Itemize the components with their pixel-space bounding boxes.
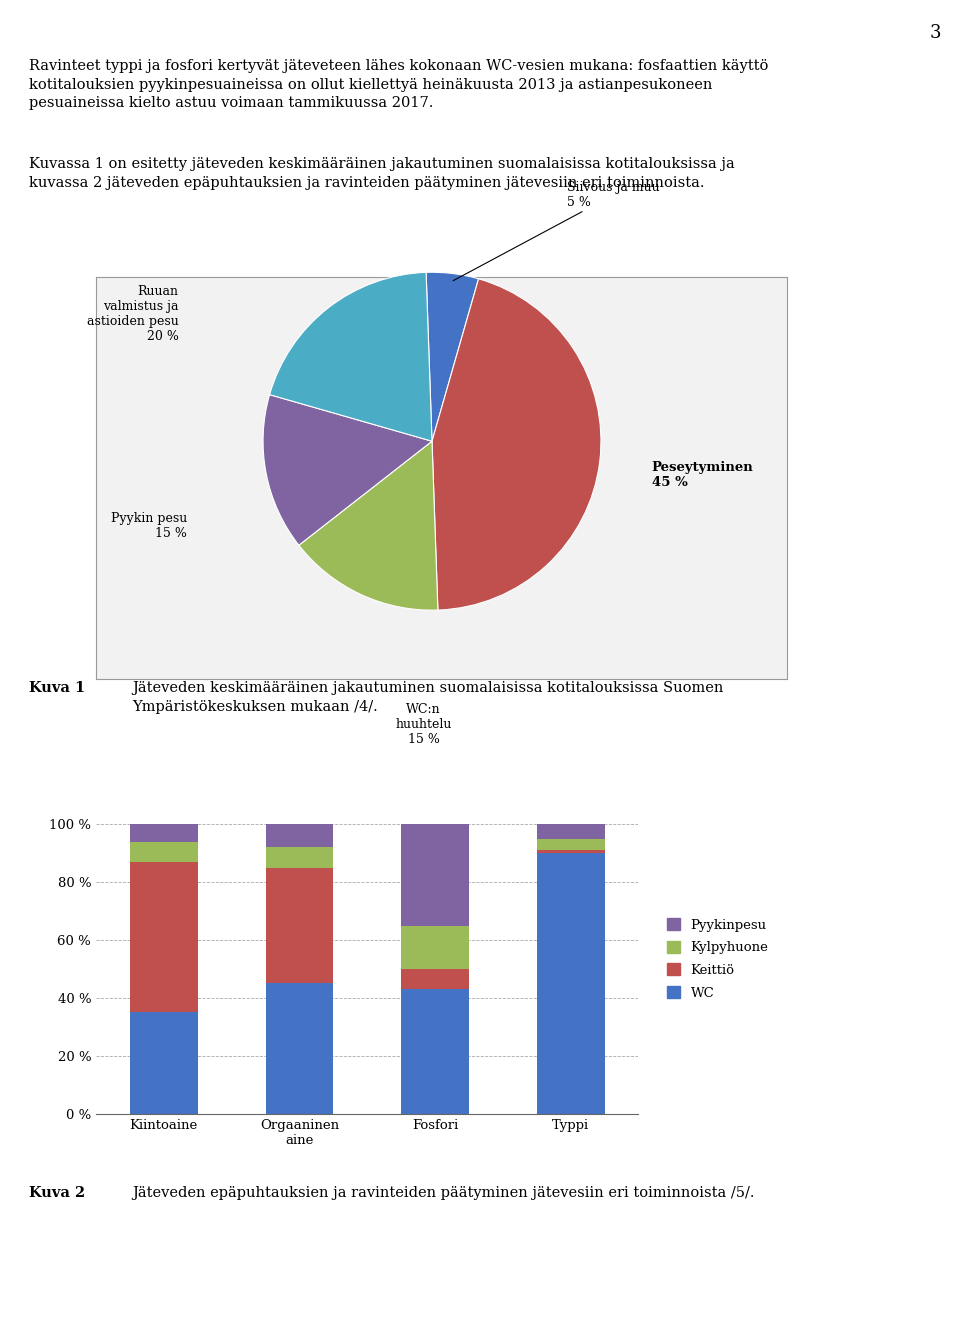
Text: Pyykin pesu
15 %: Pyykin pesu 15 % bbox=[110, 511, 187, 539]
Text: Jäteveden epäpuhtauksien ja ravinteiden päätyminen jätevesiin eri toiminnoista /: Jäteveden epäpuhtauksien ja ravinteiden … bbox=[132, 1186, 756, 1201]
Wedge shape bbox=[432, 279, 601, 610]
Wedge shape bbox=[426, 273, 479, 442]
Text: 3: 3 bbox=[929, 24, 941, 42]
Text: WC:n
huuhtelu
15 %: WC:n huuhtelu 15 % bbox=[396, 702, 452, 746]
Bar bbox=[401, 990, 468, 1114]
Bar bbox=[401, 969, 468, 990]
Bar bbox=[401, 925, 468, 969]
Wedge shape bbox=[263, 394, 432, 546]
Bar bbox=[130, 824, 198, 842]
Text: Ruuan
valmistus ja
astioiden pesu
20 %: Ruuan valmistus ja astioiden pesu 20 % bbox=[86, 286, 179, 344]
Text: Siivous ja muu
5 %: Siivous ja muu 5 % bbox=[453, 181, 660, 281]
Text: Peseytyminen
45 %: Peseytyminen 45 % bbox=[652, 461, 754, 489]
Bar bbox=[537, 838, 605, 850]
Text: Kuva 1: Kuva 1 bbox=[29, 681, 85, 696]
Bar bbox=[130, 1012, 198, 1114]
Bar bbox=[266, 983, 333, 1114]
Bar bbox=[537, 853, 605, 1114]
Wedge shape bbox=[270, 273, 432, 442]
Bar bbox=[537, 824, 605, 838]
Bar bbox=[401, 824, 468, 925]
Bar bbox=[537, 850, 605, 853]
Bar bbox=[130, 862, 198, 1012]
Text: Ravinteet typpi ja fosfori kertyvät jäteveteen lähes kokonaan WC-vesien mukana: : Ravinteet typpi ja fosfori kertyvät jäte… bbox=[29, 59, 768, 111]
Bar bbox=[266, 867, 333, 983]
Text: Kuva 2: Kuva 2 bbox=[29, 1186, 85, 1201]
Wedge shape bbox=[299, 442, 438, 610]
Bar bbox=[266, 824, 333, 847]
Text: Kuvassa 1 on esitetty jäteveden keskimääräinen jakautuminen suomalaisissa kotita: Kuvassa 1 on esitetty jäteveden keskimää… bbox=[29, 157, 734, 190]
Legend: Pyykinpesu, Kylpyhuone, Keittiö, WC: Pyykinpesu, Kylpyhuone, Keittiö, WC bbox=[666, 919, 768, 999]
Text: Jäteveden keskimääräinen jakautuminen suomalaisissa kotitalouksissa Suomen
Ympär: Jäteveden keskimääräinen jakautuminen su… bbox=[132, 681, 724, 714]
Bar bbox=[266, 847, 333, 867]
Bar bbox=[130, 842, 198, 862]
